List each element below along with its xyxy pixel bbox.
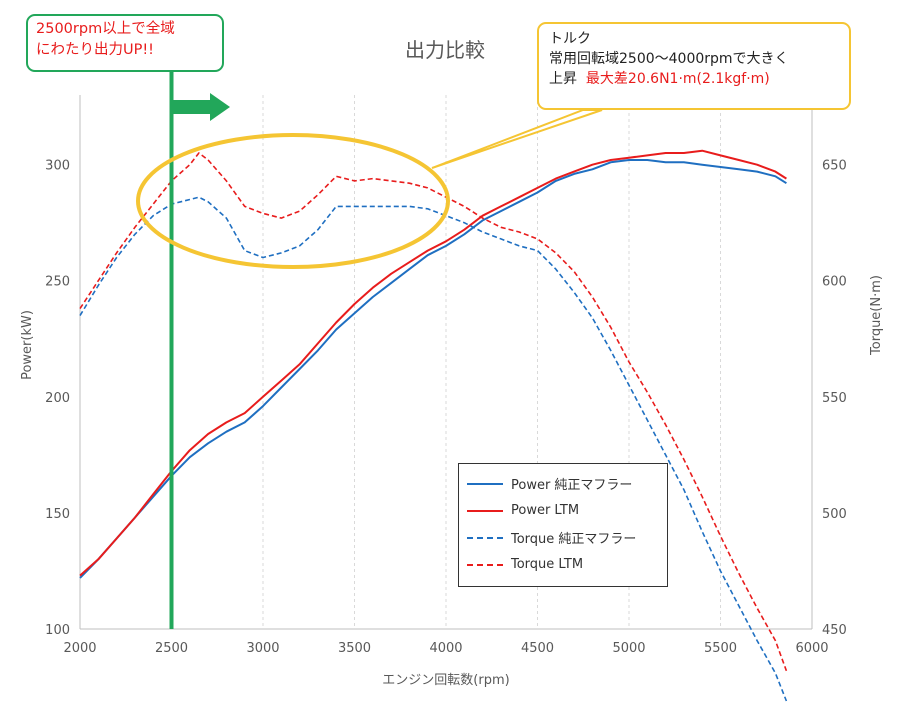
x-axis-title: エンジン回転数(rpm) <box>382 673 509 688</box>
y-left-tick-label: 300 <box>45 159 70 174</box>
x-tick-label: 2500 <box>155 641 188 656</box>
legend-label-power-stock: Power 純正マフラー <box>511 478 633 493</box>
legend: Power 純正マフラー Power LTM Torque 純正マフラー Tor… <box>458 463 668 587</box>
torque-callout-highlight: 最大差20.6N1·m(2.1kgf·m) <box>585 71 770 87</box>
y-right-tick-label: 550 <box>822 391 847 406</box>
x-tick-label: 4500 <box>521 641 554 656</box>
y-right-tick-label: 500 <box>822 507 847 522</box>
series-torque-stock <box>79 196 788 702</box>
x-tick-label: 2000 <box>63 641 96 656</box>
axes: 2000 2500 3000 3500 4000 4500 5000 5500 6000 100 1… <box>45 95 847 656</box>
y-left-axis-title: Power(kW) <box>20 310 35 380</box>
legend-swatch-torque-ltm <box>467 563 503 566</box>
y-left-tick-label: 250 <box>45 275 70 290</box>
y-left-tick-label: 200 <box>45 391 70 406</box>
torque-callout-line3: 上昇 最大差20.6N1·m(2.1kgf·m) <box>549 69 839 89</box>
legend-label-torque-stock: Torque 純正マフラー <box>511 532 637 547</box>
torque-callout-line1: トルク <box>549 31 591 47</box>
chart-title: 出力比較 <box>405 38 485 62</box>
green-callout: 2500rpm以上で全域 にわたり出力UP!! <box>26 14 224 72</box>
legend-item-torque-stock: Torque 純正マフラー <box>467 524 659 551</box>
legend-label-power-ltm: Power LTM <box>511 503 580 518</box>
x-tick-label: 4000 <box>429 641 462 656</box>
torque-highlight-ellipse <box>136 133 450 269</box>
x-tick-label: 5000 <box>612 641 645 656</box>
legend-item-torque-ltm: Torque LTM <box>467 551 659 578</box>
x-tick-label: 3500 <box>338 641 371 656</box>
series-lines <box>79 149 788 702</box>
green-arrow-icon <box>173 93 230 121</box>
y-right-tick-label: 650 <box>822 159 847 174</box>
green-callout-line1: 2500rpm以上で全域 <box>36 21 175 37</box>
series-power-stock <box>79 159 787 579</box>
annotations <box>136 72 603 629</box>
legend-item-power-stock: Power 純正マフラー <box>467 470 659 497</box>
torque-callout-line2: 常用回転域2500〜4000rpmで大きく <box>549 51 789 67</box>
x-tick-label: 5500 <box>704 641 737 656</box>
legend-swatch-power-ltm <box>467 509 503 512</box>
legend-item-power-ltm: Power LTM <box>467 497 659 524</box>
y-right-axis-title: Torque(N·m) <box>869 275 884 356</box>
green-callout-line2: にわたり出力UP!! <box>36 42 154 58</box>
legend-swatch-power-stock <box>467 482 503 485</box>
y-right-tick-label: 600 <box>822 275 847 290</box>
torque-callout: トルク 常用回転域2500〜4000rpmで大きく 上昇 最大差20.6N1·m… <box>537 22 851 110</box>
y-left-tick-label: 100 <box>45 623 70 638</box>
legend-label-torque-ltm: Torque LTM <box>511 557 584 572</box>
torque-callout-line3a: 上昇 <box>549 71 577 87</box>
y-right-tick-label: 450 <box>822 623 847 638</box>
series-power-ltm <box>79 149 787 577</box>
torque-callout-pointer <box>431 109 603 169</box>
x-tick-label: 3000 <box>246 641 279 656</box>
y-left-tick-label: 150 <box>45 507 70 522</box>
x-tick-label: 6000 <box>795 641 828 656</box>
series-torque-ltm <box>79 152 788 672</box>
legend-swatch-torque-stock <box>467 536 503 539</box>
